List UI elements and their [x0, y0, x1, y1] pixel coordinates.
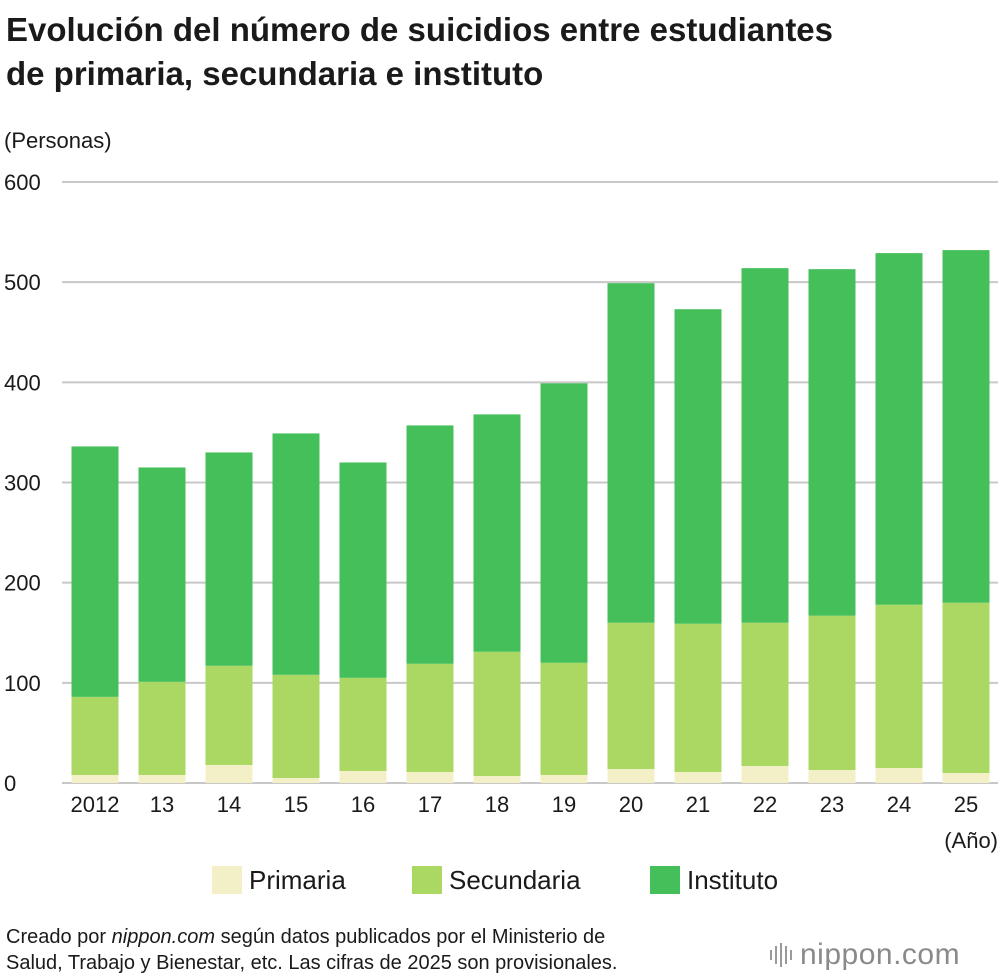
x-axis-ticks: 2012 13 14 15 16 17 18 19 20 21 22 23 24 25 — [71, 792, 979, 817]
y-tick-label: 400 — [4, 370, 41, 395]
bar-segment-primaria — [674, 771, 722, 783]
y-tick-label: 300 — [4, 471, 41, 496]
legend-swatch-instituto — [650, 866, 680, 894]
bar-segment-primaria — [205, 764, 253, 783]
bar-segment-instituto — [339, 462, 387, 678]
bar-segment-secundaria — [71, 696, 119, 775]
y-tick-label: 200 — [4, 571, 41, 596]
x-tick-label: 13 — [150, 792, 174, 817]
bar-segment-secundaria — [339, 677, 387, 771]
x-tick-label: 17 — [418, 792, 442, 817]
bar-segment-instituto — [71, 446, 119, 697]
source-note-line-2: Salud, Trabajo y Bienestar, etc. Las cif… — [6, 952, 618, 974]
y-axis-unit-label: (Personas) — [4, 128, 112, 153]
y-tick-label: 500 — [4, 270, 41, 295]
logo-text: nippon.com — [800, 938, 961, 971]
bar-segment-instituto — [808, 269, 856, 616]
bar-segment-instituto — [875, 253, 923, 605]
bar-segment-instituto — [607, 283, 655, 623]
source-site: nippon.com — [111, 926, 216, 948]
y-tick-label: 100 — [4, 671, 41, 696]
bar-segment-secundaria — [808, 615, 856, 770]
bar-segment-instituto — [674, 309, 722, 624]
x-tick-label: 19 — [552, 792, 576, 817]
bar-segment-primaria — [406, 771, 454, 783]
bar-segment-instituto — [540, 383, 588, 663]
bar-segment-secundaria — [406, 663, 454, 772]
bar-segment-secundaria — [473, 651, 521, 776]
y-tick-label: 600 — [4, 170, 41, 195]
bar-segment-primaria — [808, 769, 856, 783]
legend-swatch-secundaria — [412, 866, 442, 894]
chart-title-line-1: Evolución del número de suicidios entre … — [6, 11, 834, 48]
bar-segment-secundaria — [205, 665, 253, 765]
legend: Primaria Secundaria Instituto — [212, 865, 778, 895]
bar-segment-primaria — [71, 774, 119, 783]
bar-segment-instituto — [138, 467, 186, 682]
x-tick-label: 20 — [619, 792, 643, 817]
x-tick-label: 2012 — [71, 792, 120, 817]
legend-label-secundaria: Secundaria — [449, 865, 581, 895]
bar-segment-primaria — [875, 767, 923, 783]
bar-segment-primaria — [942, 772, 990, 783]
bar-segment-secundaria — [138, 681, 186, 775]
bar-segment-primaria — [607, 768, 655, 783]
chart-title-line-2: de primaria, secundaria e instituto — [6, 55, 544, 92]
bar-segment-secundaria — [272, 674, 320, 778]
bar-segment-secundaria — [540, 662, 588, 775]
bar-segment-secundaria — [607, 622, 655, 769]
nippon-logo: nippon.com — [770, 938, 960, 972]
x-tick-label: 22 — [753, 792, 777, 817]
stacked-bar-chart: (Personas) 0 100 200 300 400 500 600 2012 13 14 1… — [4, 128, 998, 895]
logo-bars-icon — [770, 943, 792, 967]
gridlines — [62, 181, 998, 784]
x-tick-label: 24 — [887, 792, 911, 817]
bar-segment-instituto — [205, 452, 253, 666]
legend-swatch-primaria — [212, 866, 242, 894]
source-note: Creado por nippon.com según datos public… — [6, 924, 766, 976]
x-tick-label: 16 — [351, 792, 375, 817]
bar-segment-primaria — [540, 774, 588, 783]
bar-segment-instituto — [473, 414, 521, 652]
source-rest: según datos publicados por el Ministerio… — [215, 926, 606, 948]
bar-segment-instituto — [741, 268, 789, 623]
bar-segment-secundaria — [942, 602, 990, 773]
bar-segment-instituto — [406, 425, 454, 664]
y-tick-label: 0 — [4, 771, 16, 796]
bar-segment-instituto — [942, 250, 990, 603]
x-tick-label: 25 — [954, 792, 978, 817]
x-tick-label: 15 — [284, 792, 308, 817]
y-axis-ticks: 0 100 200 300 400 500 600 — [4, 170, 41, 796]
bars — [71, 250, 990, 783]
x-tick-label: 23 — [820, 792, 844, 817]
bar-segment-primaria — [272, 777, 320, 783]
bar-segment-secundaria — [674, 623, 722, 772]
bar-segment-secundaria — [875, 604, 923, 768]
chart-title: Evolución del número de suicidios entre … — [6, 8, 996, 96]
x-tick-label: 21 — [686, 792, 710, 817]
source-prefix: Creado por — [6, 926, 112, 948]
bar-segment-primaria — [741, 765, 789, 783]
bar-segment-primaria — [138, 774, 186, 783]
bar-segment-secundaria — [741, 622, 789, 766]
bar-segment-primaria — [339, 770, 387, 783]
source-note-line-1: Creado por nippon.com según datos public… — [6, 924, 766, 950]
bar-segment-instituto — [272, 433, 320, 675]
x-tick-label: 18 — [485, 792, 509, 817]
legend-label-instituto: Instituto — [687, 865, 778, 895]
x-axis-unit-label: (Año) — [944, 828, 998, 853]
legend-label-primaria: Primaria — [249, 865, 346, 895]
bar-segment-primaria — [473, 775, 521, 783]
x-tick-label: 14 — [217, 792, 241, 817]
